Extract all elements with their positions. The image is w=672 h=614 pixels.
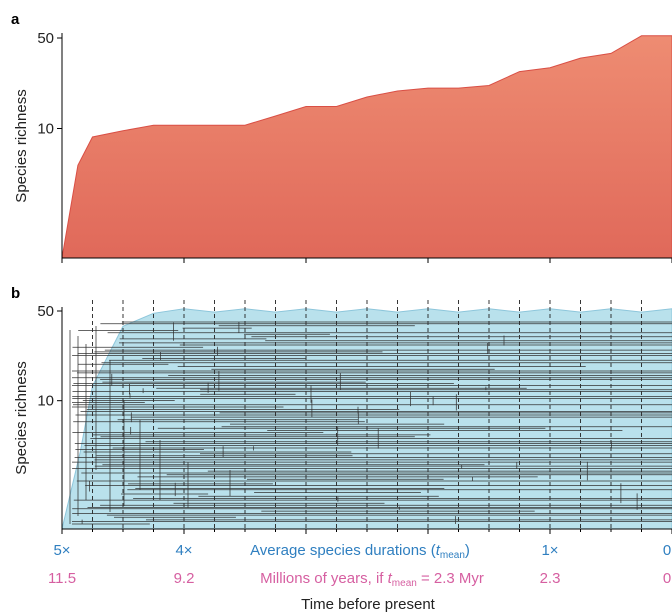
- panel-a-chart: 10 50 Species richness: [13, 30, 672, 263]
- panel-b-phylogeny: [69, 321, 672, 525]
- panel-b-chart: 10 50 Species richness: [13, 300, 672, 534]
- y-tick-label: 50: [37, 30, 54, 47]
- panel-a-richness-area: [61, 35, 672, 259]
- multiplier-tick-label: 0: [663, 542, 671, 559]
- multiplier-tick-label: 4×: [175, 542, 192, 559]
- myr-tick-label: 11.5: [48, 570, 76, 587]
- myr-axis-label: Millions of years, if tmean = 2.3 Myr: [260, 570, 484, 589]
- y-tick-label: 10: [37, 393, 54, 410]
- myr-tick-label: 0: [663, 570, 671, 587]
- x-axis-label: Time before present: [301, 596, 436, 613]
- multiplier-tick-label: 1×: [541, 542, 558, 559]
- multiplier-tick-label: 5×: [53, 542, 70, 559]
- multiplier-axis-label: Average species durations (tmean): [250, 542, 470, 561]
- panel-b-y-axis-label: Species richness: [13, 361, 30, 474]
- multiplier-tick-labels: 5× 4× 1× 0: [53, 542, 671, 559]
- panel-b-time-slices: [92, 300, 642, 529]
- panel-label-b: b: [11, 285, 20, 302]
- y-tick-label: 50: [37, 303, 54, 320]
- panel-a-y-axis-label: Species richness: [13, 89, 30, 202]
- myr-tick-labels: 11.5 9.2 2.3 0: [48, 570, 671, 587]
- panel-b-ticks: 10 50: [37, 303, 672, 534]
- phylogeny-branches: [69, 321, 672, 525]
- myr-tick-label: 9.2: [174, 570, 195, 587]
- y-tick-label: 10: [37, 121, 54, 138]
- panel-label-a: a: [11, 11, 20, 28]
- myr-tick-label: 2.3: [540, 570, 561, 587]
- panel-a-ticks: 10 50: [37, 30, 672, 263]
